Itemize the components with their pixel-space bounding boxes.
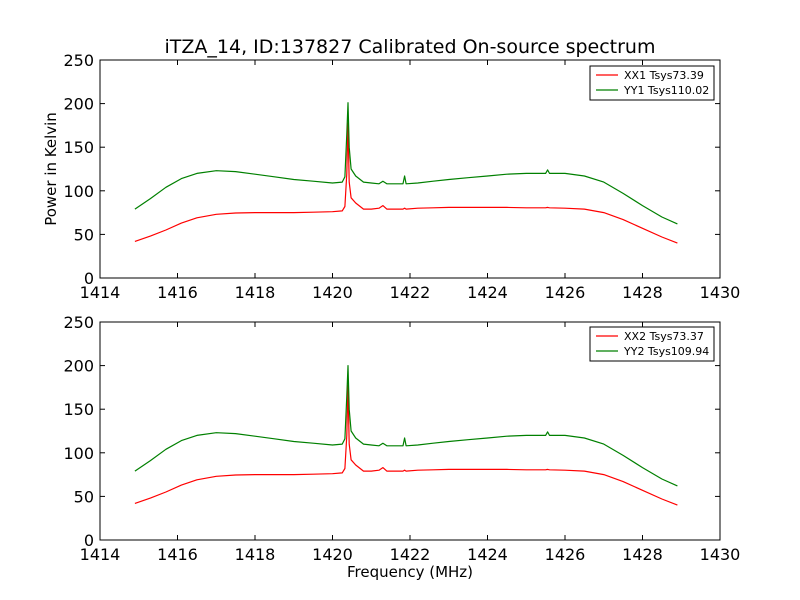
legend: XX2 Tsys73.37 YY2 Tsys109.94 <box>589 326 715 362</box>
legend-entry: YY1 Tsys110.02 <box>623 84 709 97</box>
x-tick-label: 1418 <box>235 283 276 302</box>
x-tick-label: 1422 <box>390 283 431 302</box>
y-tick-label: 50 <box>74 225 94 244</box>
x-tick-label: 1416 <box>157 545 198 564</box>
y-tick-label: 250 <box>63 51 94 70</box>
y-tick-label: 250 <box>63 313 94 332</box>
x-tick-label: 1430 <box>700 283 741 302</box>
x-tick-label: 1430 <box>700 545 741 564</box>
legend: XX1 Tsys73.39 YY1 Tsys110.02 <box>589 65 715 101</box>
x-tick-label: 1416 <box>157 283 198 302</box>
y-tick-label: 0 <box>84 269 94 288</box>
legend-box <box>589 326 715 362</box>
y-tick-label: 0 <box>84 531 94 550</box>
y-tick-label: 150 <box>63 138 94 157</box>
y-tick-label: 200 <box>63 357 94 376</box>
legend-entry: YY2 Tsys109.94 <box>623 345 709 358</box>
x-tick-label: 1426 <box>545 283 586 302</box>
series-line-xx1 <box>134 122 678 244</box>
y-tick-label: 100 <box>63 444 94 463</box>
top-panel: 1414 1416 1418 1420 1422 1424 1426 1428 1430 0 50 1… <box>42 51 740 302</box>
x-tick-label: 1414 <box>80 545 121 564</box>
x-tick-label: 1422 <box>390 545 431 564</box>
figure-title: iTZA_14, ID:137827 Calibrated On-source … <box>165 36 656 58</box>
series-line-yy2 <box>134 365 678 487</box>
y-tick-label: 200 <box>63 95 94 114</box>
x-tick-label: 1424 <box>467 283 508 302</box>
x-axis-label: Frequency (MHz) <box>347 563 473 581</box>
x-tick-label: 1418 <box>235 545 276 564</box>
x-tick-label: 1420 <box>312 283 353 302</box>
x-tick-label: 1420 <box>312 545 353 564</box>
x-tick-label: 1414 <box>80 283 121 302</box>
x-tick-label: 1426 <box>545 545 586 564</box>
x-tick-label: 1424 <box>467 545 508 564</box>
legend-entry: XX1 Tsys73.39 <box>624 69 704 82</box>
y-tick-label: 150 <box>63 400 94 419</box>
legend-box <box>589 65 715 101</box>
y-tick-label: 100 <box>63 182 94 201</box>
bottom-panel: 1414 1416 1418 1420 1422 1424 1426 1428 1430 0 50 1… <box>63 313 740 564</box>
legend-entry: XX2 Tsys73.37 <box>624 330 704 343</box>
y-axis-label: Power in Kelvin <box>42 112 60 226</box>
series-line-yy1 <box>134 102 678 225</box>
series-line-xx2 <box>134 384 678 506</box>
y-tick-label: 50 <box>74 487 94 506</box>
x-tick-label: 1428 <box>622 545 663 564</box>
x-tick-label: 1428 <box>622 283 663 302</box>
